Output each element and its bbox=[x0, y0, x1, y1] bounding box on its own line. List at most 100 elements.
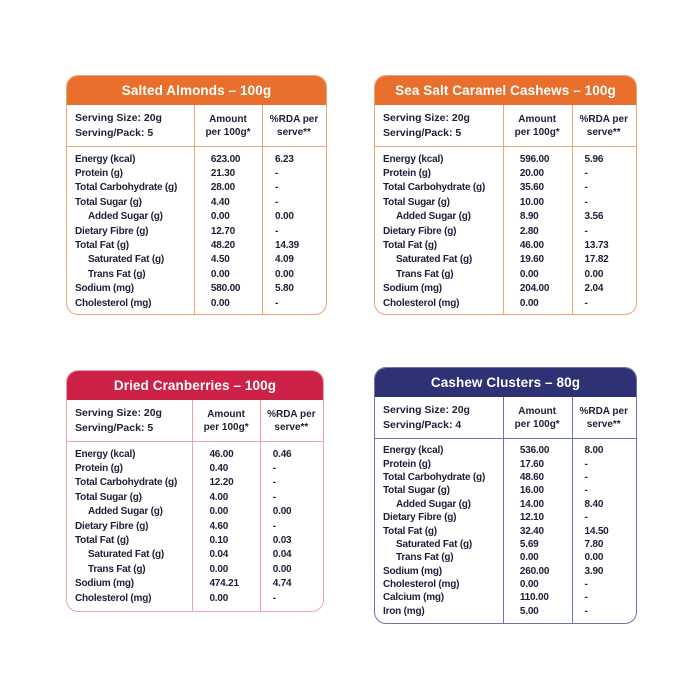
amount-value: 35.60 bbox=[519, 182, 544, 194]
card-title: Cashew Clusters – 80g bbox=[375, 368, 636, 397]
table-row: Total Fat (g) 48.20 14.39 bbox=[67, 238, 326, 252]
table-row: Trans Fat (g) 0.00 0.00 bbox=[67, 562, 323, 576]
card-dried-cranberries: Dried Cranberries – 100g Serving Size: 2… bbox=[66, 370, 324, 612]
amount-value: 4.00 bbox=[209, 491, 229, 503]
rda-value: - bbox=[584, 182, 588, 194]
rda-value: 3.90 bbox=[584, 565, 604, 577]
table-row: Total Sugar (g) 10.00 - bbox=[375, 195, 636, 209]
rda-value: 8.40 bbox=[584, 498, 604, 510]
table-row: Total Fat (g) 46.00 13.73 bbox=[375, 238, 636, 252]
amount-value: 623.00 bbox=[210, 153, 241, 165]
column-divider bbox=[259, 400, 261, 611]
amount-value: 536.00 bbox=[519, 445, 550, 457]
nutrient-label: Iron (mg) bbox=[383, 605, 425, 617]
amount-value: 16.00 bbox=[519, 485, 544, 497]
nutrient-label: Total Carbohydrate (g) bbox=[75, 477, 178, 489]
nutrient-label: Protein (g) bbox=[383, 168, 431, 180]
amount-column-header: Amount per 100g* bbox=[514, 405, 560, 430]
rda-value: - bbox=[584, 297, 588, 309]
rda-value: - bbox=[584, 225, 588, 237]
column-divider bbox=[571, 397, 573, 623]
nutrient-label: Added Sugar (g) bbox=[396, 498, 471, 510]
nutrient-label: Total Sugar (g) bbox=[75, 196, 142, 208]
card-table: Serving Size: 20g Serving/Pack: 5 Amount… bbox=[67, 400, 323, 611]
amount-value: 204.00 bbox=[519, 283, 550, 295]
amount-value: 8.90 bbox=[519, 211, 539, 223]
rda-value: 0.00 bbox=[584, 552, 604, 564]
card-title: Salted Almonds – 100g bbox=[67, 76, 326, 105]
serving-header-row: Serving Size: 20g Serving/Pack: 5 Amount… bbox=[67, 105, 326, 147]
amount-value: 46.00 bbox=[519, 240, 544, 252]
rda-value: 0.04 bbox=[272, 549, 292, 561]
card-table: Serving Size: 20g Serving/Pack: 5 Amount… bbox=[67, 105, 326, 314]
rda-value: 4.09 bbox=[275, 254, 294, 266]
amount-value: 0.00 bbox=[209, 592, 229, 604]
table-row: Trans Fat (g) 0.00 0.00 bbox=[375, 267, 636, 281]
rda-value: - bbox=[584, 592, 588, 604]
column-divider bbox=[262, 105, 264, 314]
nutrient-label: Sodium (mg) bbox=[75, 578, 134, 590]
nutrient-label: Dietary Fibre (g) bbox=[383, 512, 457, 524]
table-row: Sodium (mg) 204.00 2.04 bbox=[375, 282, 636, 296]
rda-value: - bbox=[584, 168, 588, 180]
table-row: Cholesterol (mg) 0.00 - bbox=[67, 296, 326, 310]
nutrient-label: Sodium (mg) bbox=[383, 283, 442, 295]
serving-pack-label: Serving/Pack: 5 bbox=[75, 126, 154, 139]
rda-value: - bbox=[584, 512, 588, 524]
nutrient-label: Saturated Fat (g) bbox=[88, 549, 165, 561]
rda-value: 13.73 bbox=[584, 240, 609, 252]
nutrient-label: Total Fat (g) bbox=[383, 240, 437, 252]
nutrient-label: Total Carbohydrate (g) bbox=[383, 182, 486, 194]
table-row: Total Sugar (g) 16.00 - bbox=[375, 484, 636, 497]
nutrient-label: Cholesterol (mg) bbox=[75, 297, 152, 309]
serving-size-label: Serving Size: 20g bbox=[75, 406, 162, 419]
card-table: Serving Size: 20g Serving/Pack: 4 Amount… bbox=[375, 397, 636, 623]
serving-pack-label: Serving/Pack: 4 bbox=[383, 418, 462, 431]
rda-value: - bbox=[272, 592, 276, 604]
column-divider bbox=[192, 400, 194, 611]
nutrient-label: Total Sugar (g) bbox=[75, 491, 142, 503]
table-row: Total Fat (g) 32.40 14.50 bbox=[375, 524, 636, 537]
table-row: Saturated Fat (g) 0.04 0.04 bbox=[67, 548, 323, 562]
amount-value: 596.00 bbox=[519, 153, 550, 165]
rda-value: - bbox=[272, 477, 276, 489]
rda-value: 0.00 bbox=[275, 211, 294, 223]
card-sea-salt-caramel-cashews: Sea Salt Caramel Cashews – 100g Serving … bbox=[374, 75, 637, 315]
nutrient-label: Added Sugar (g) bbox=[396, 211, 471, 223]
rda-column-header: %RDA per serve** bbox=[267, 408, 316, 433]
rda-column-header: %RDA per serve** bbox=[269, 113, 319, 138]
amount-value: 28.00 bbox=[210, 182, 235, 194]
table-row: Protein (g) 21.30 - bbox=[67, 166, 326, 180]
nutrient-label: Total Fat (g) bbox=[75, 240, 129, 252]
nutrient-label: Saturated Fat (g) bbox=[396, 254, 473, 266]
table-row: Total Fat (g) 0.10 0.03 bbox=[67, 533, 323, 547]
nutrient-label: Sodium (mg) bbox=[383, 565, 442, 577]
amount-value: 0.00 bbox=[209, 563, 229, 575]
rda-value: 14.39 bbox=[275, 240, 300, 252]
rda-value: 3.56 bbox=[584, 211, 604, 223]
amount-value: 4.40 bbox=[210, 196, 230, 208]
rda-value: 0.46 bbox=[272, 448, 292, 460]
amount-value: 0.40 bbox=[209, 463, 229, 475]
amount-value: 2.80 bbox=[519, 225, 539, 237]
rda-value: 6.23 bbox=[275, 153, 294, 165]
amount-value: 0.00 bbox=[210, 297, 230, 309]
nutrient-rows: Energy (kcal) 46.00 0.46 Protein (g) 0.40- To… bbox=[67, 442, 323, 605]
table-row: Saturated Fat (g) 4.50 4.09 bbox=[67, 253, 326, 267]
amount-value: 0.00 bbox=[519, 552, 539, 564]
amount-value: 0.00 bbox=[210, 268, 230, 280]
nutrient-label: Total Fat (g) bbox=[383, 525, 437, 537]
column-divider bbox=[502, 105, 504, 314]
table-row: Dietary Fibre (g) 12.70 - bbox=[67, 224, 326, 238]
nutrient-label: Added Sugar (g) bbox=[88, 211, 163, 223]
rda-value: - bbox=[272, 491, 276, 503]
nutrient-label: Sodium (mg) bbox=[75, 283, 134, 295]
nutrient-label: Dietary Fibre (g) bbox=[383, 225, 457, 237]
table-row: Energy (kcal) 596.00 5.96 bbox=[375, 152, 636, 166]
serving-size-label: Serving Size: 20g bbox=[75, 111, 162, 124]
table-row: Total Sugar (g) 4.00 - bbox=[67, 490, 323, 504]
amount-column-header: Amount per 100g* bbox=[203, 408, 249, 433]
amount-value: 110.00 bbox=[519, 592, 549, 604]
amount-value: 12.20 bbox=[209, 477, 234, 489]
table-row: Dietary Fibre (g) 4.60 - bbox=[67, 519, 323, 533]
